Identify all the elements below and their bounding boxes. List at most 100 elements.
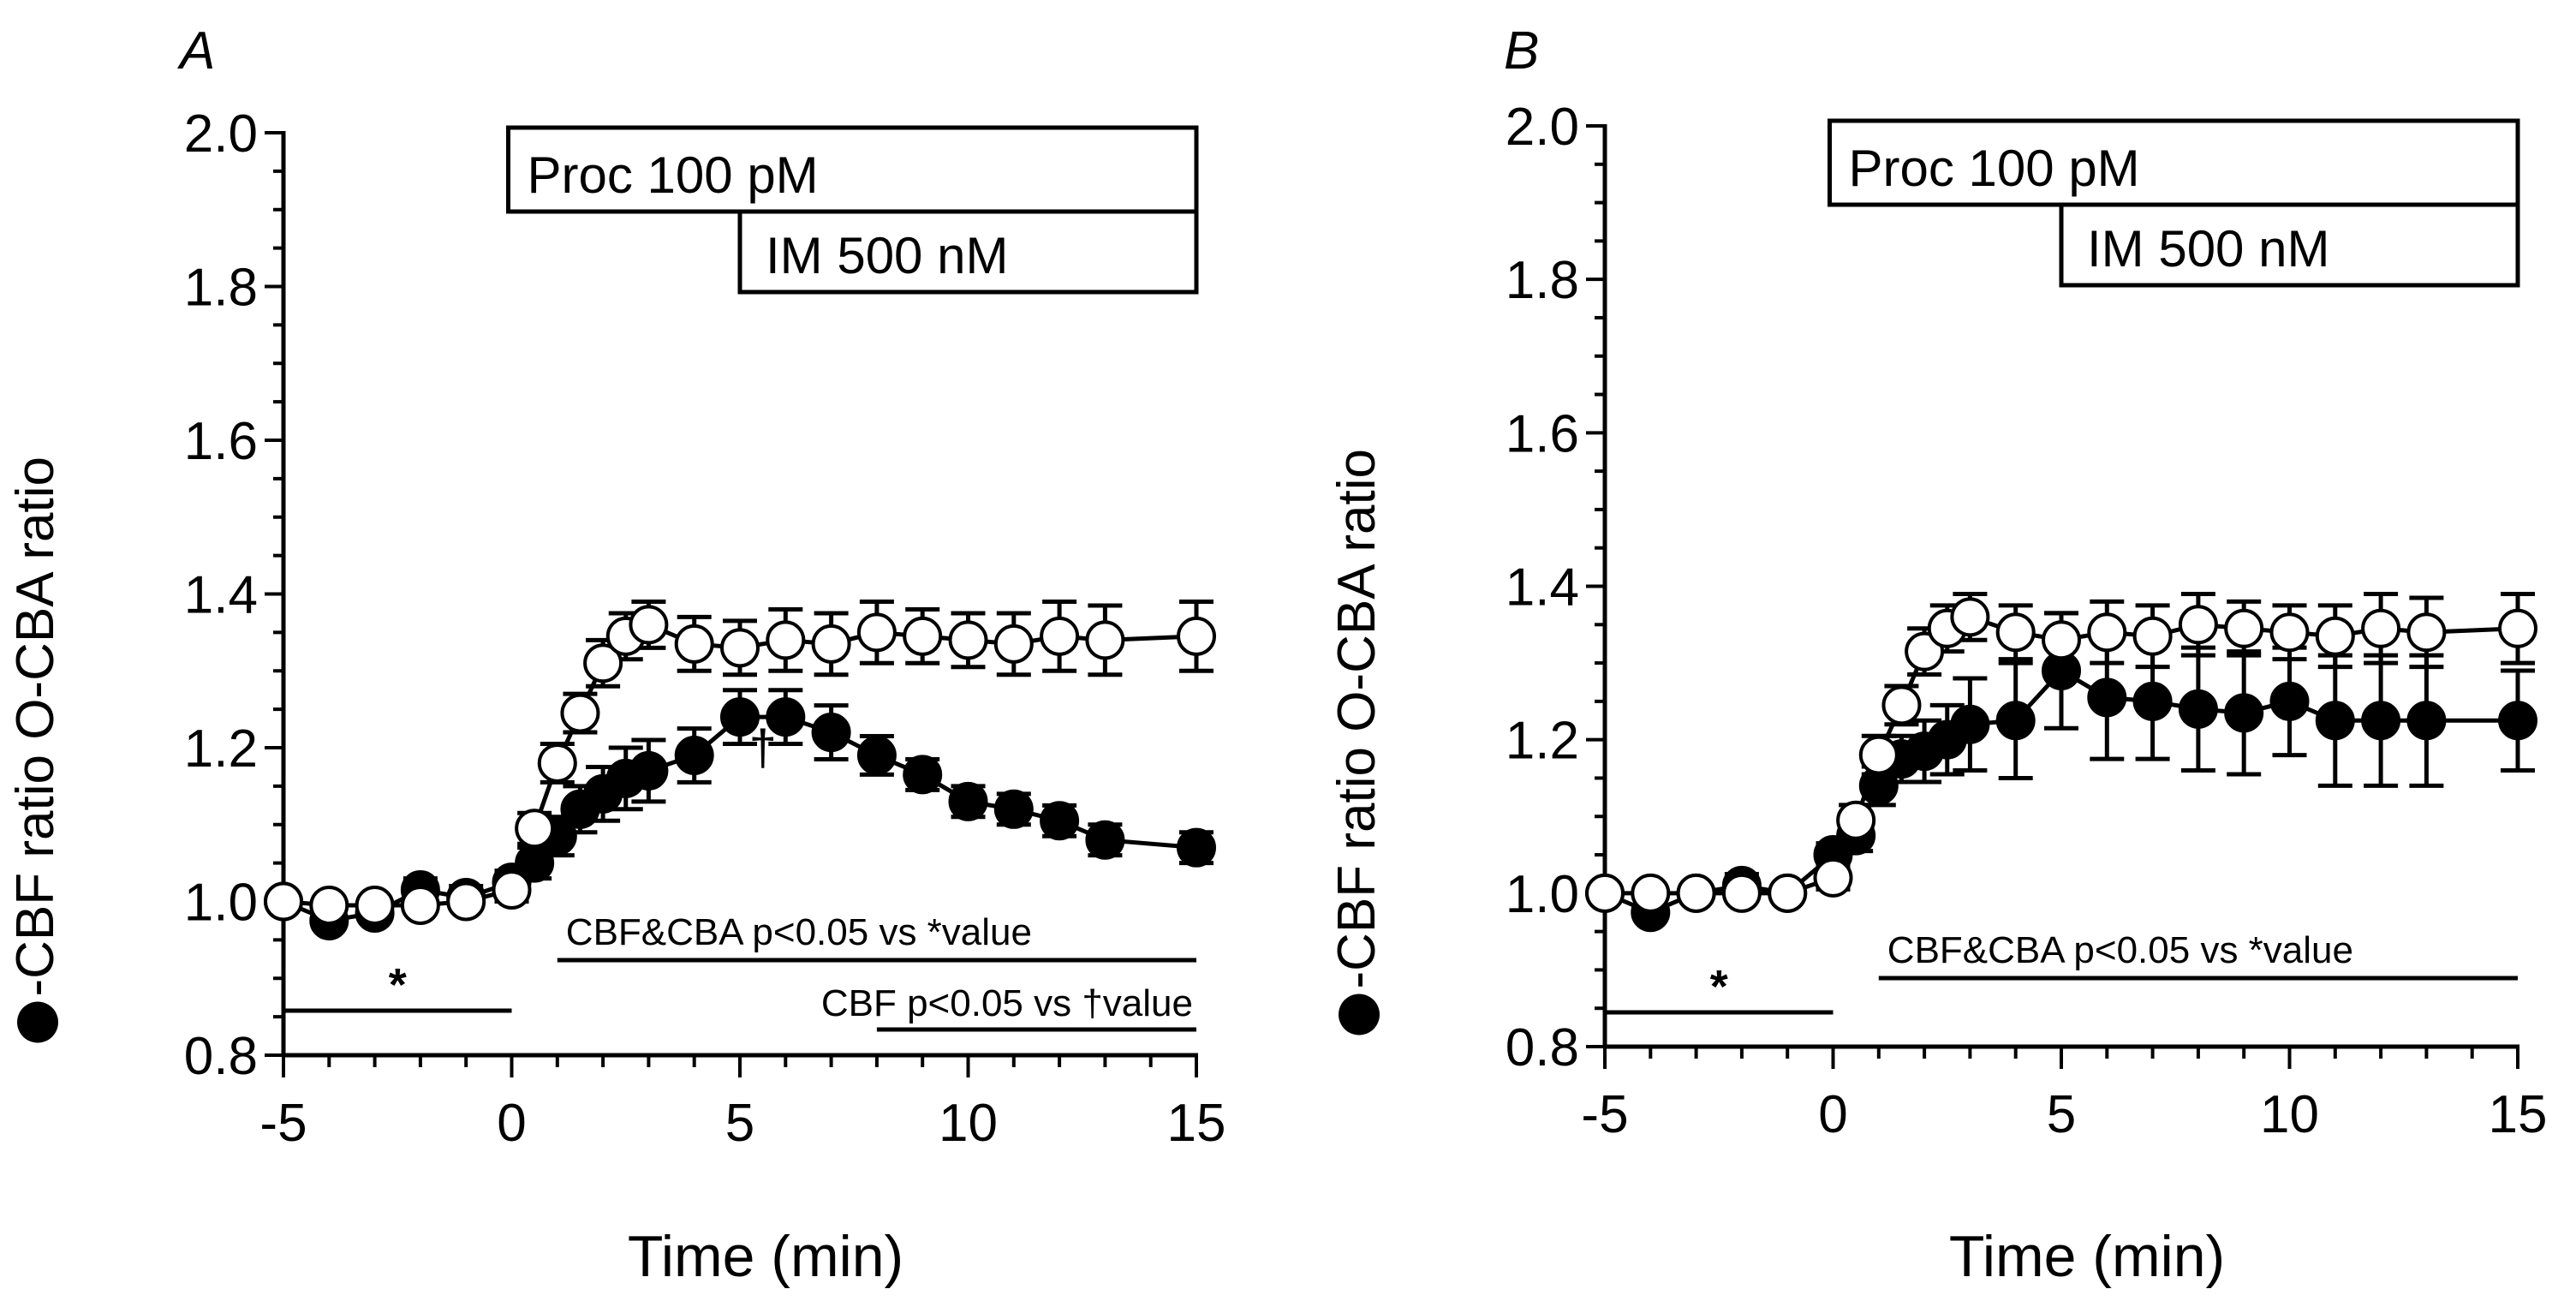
- x-tick-label: 10: [939, 1094, 998, 1153]
- proc-treatment-label: Proc 100 pM: [1849, 140, 2140, 197]
- data-point-cba: [446, 881, 486, 922]
- sig-label-cbf-cba: CBF&CBA p<0.05 vs *value: [566, 911, 1032, 953]
- y-tick-label: 1.0: [1506, 865, 1579, 924]
- data-point-cbf: [2132, 681, 2173, 721]
- panel-label: A: [176, 21, 215, 81]
- data-point-cba: [1858, 735, 1899, 775]
- y-tick-label: 0.8: [184, 1027, 258, 1086]
- data-point-cba: [2087, 612, 2127, 653]
- data-point-cbf: [766, 697, 806, 737]
- data-point-cba: [1836, 800, 1876, 840]
- y-axis-title: -CBF ratio O-CBA ratio: [1327, 449, 1386, 1035]
- y-tick-label: 1.4: [184, 566, 258, 625]
- data-point-cba: [2269, 612, 2310, 653]
- baseline-star: *: [389, 959, 407, 1011]
- y-tick-label: 1.6: [184, 412, 258, 471]
- data-point-cba: [674, 624, 714, 664]
- data-point-cba: [400, 885, 440, 925]
- data-point-cba: [2406, 612, 2447, 653]
- panel-label: B: [1504, 21, 1539, 81]
- series-cba-ratio: [1585, 591, 2537, 913]
- y-tick-label: 0.8: [1506, 1018, 1579, 1077]
- data-point-cbf: [903, 755, 943, 795]
- y-axis-title-text: -CBF ratio O-CBA ratio: [1327, 449, 1386, 988]
- x-tick-label: 5: [2047, 1085, 2076, 1144]
- data-point-cbf: [2361, 701, 2401, 741]
- data-point-cba: [264, 881, 303, 922]
- panel-a: A 0.8 1.0 1.2 1.4 1.6 1.8 2.0 -5 0 5 10 15 Time (min)…: [6, 21, 1225, 1289]
- y-tick-label: 1.0: [184, 874, 258, 933]
- data-point-cba: [1813, 857, 1853, 898]
- y-tick-label: 1.4: [1506, 558, 1579, 618]
- data-point-cba: [993, 624, 1034, 664]
- data-point-cba: [629, 605, 669, 645]
- data-point-cbf: [993, 789, 1034, 829]
- data-point-cbf: [674, 735, 714, 775]
- data-point-cba: [766, 620, 806, 660]
- x-tick-label: 10: [2260, 1085, 2319, 1144]
- data-point-cbf: [856, 735, 897, 775]
- data-point-cba: [720, 628, 760, 668]
- panel-b: B 0.8 1.0 1.2 1.4 1.6 1.8 2.0 -5 0 5 10 15 Time (min)…: [1327, 21, 2547, 1289]
- data-point-cbf: [720, 697, 760, 737]
- data-point-cbf: [811, 713, 851, 753]
- data-point-cba: [1995, 612, 2036, 653]
- data-point-cbf: [629, 750, 669, 791]
- y-tick-label: 1.2: [1506, 712, 1579, 771]
- data-point-cbf: [2406, 701, 2447, 741]
- data-point-cba: [1676, 873, 1716, 913]
- data-point-cba: [1950, 597, 1990, 637]
- x-tick-label: -5: [259, 1094, 307, 1153]
- series-cba-ratio: [264, 599, 1216, 925]
- data-point-cba: [355, 885, 395, 925]
- data-point-cbf: [2315, 701, 2355, 741]
- x-tick-label: 5: [725, 1094, 754, 1153]
- data-point-cba: [2315, 616, 2355, 656]
- data-point-cba: [492, 870, 532, 910]
- data-point-cbf: [948, 781, 988, 821]
- y-tick-label: 1.6: [1506, 404, 1579, 463]
- data-point-cba: [2361, 608, 2401, 648]
- y-tick-label: 2.0: [184, 104, 258, 164]
- x-tick-label: 15: [1167, 1094, 1226, 1153]
- x-tick-label: 0: [1818, 1085, 1847, 1144]
- data-point-cba: [948, 620, 988, 660]
- data-point-cba: [903, 616, 943, 656]
- proc-treatment-label: Proc 100 pM: [528, 146, 819, 204]
- im-treatment-box: [737, 209, 1199, 295]
- legend-filled-circle-icon: [1339, 994, 1380, 1035]
- im-treatment-label: IM 500 nM: [766, 227, 1008, 284]
- x-tick-label: -5: [1581, 1085, 1628, 1144]
- baseline-star: *: [1710, 961, 1728, 1012]
- data-point-cbf: [1040, 801, 1080, 841]
- data-point-cba: [1721, 873, 1762, 913]
- data-point-cba: [1881, 685, 1922, 725]
- data-point-cbf: [1085, 820, 1125, 860]
- data-point-cba: [2224, 608, 2264, 648]
- data-point-cbf: [2178, 689, 2218, 729]
- data-point-cbf: [1177, 827, 1216, 868]
- data-point-cbf: [2269, 681, 2310, 721]
- data-point-cba: [515, 809, 555, 849]
- data-point-cba: [309, 885, 349, 925]
- y-tick-label: 2.0: [1506, 98, 1579, 157]
- y-tick-label: 1.8: [184, 259, 258, 318]
- data-point-cbf: [2498, 701, 2537, 741]
- data-point-cbf: [2224, 693, 2264, 733]
- data-point-cba: [583, 643, 623, 683]
- data-point-cbf: [2087, 677, 2127, 718]
- data-point-cba: [856, 612, 897, 653]
- sig-label-cbf-cba: CBF&CBA p<0.05 vs *value: [1887, 929, 2353, 971]
- data-point-cba: [2178, 605, 2218, 645]
- data-point-cba: [1085, 620, 1125, 660]
- y-tick-label: 1.8: [1506, 251, 1579, 310]
- y-axis-title: -CBF ratio O-CBA ratio: [6, 457, 65, 1043]
- x-tick-label: 15: [2489, 1085, 2548, 1144]
- sig-label-cbf: CBF p<0.05 vs †value: [821, 982, 1193, 1024]
- x-tick-label: 0: [497, 1094, 526, 1153]
- data-point-cbf: [1995, 701, 2036, 741]
- y-axis-title-text: -CBF ratio O-CBA ratio: [6, 457, 65, 996]
- data-point-cba: [1585, 873, 1625, 913]
- im-treatment-box: [2059, 202, 2520, 288]
